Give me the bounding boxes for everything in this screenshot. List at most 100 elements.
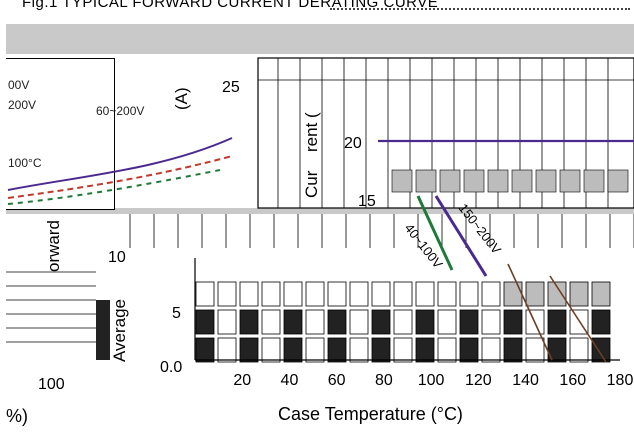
left-fragment-60-200v: 60~200V bbox=[96, 104, 145, 118]
grid-cell bbox=[261, 281, 281, 307]
grid-cell bbox=[459, 337, 479, 363]
grid-cell bbox=[195, 309, 215, 335]
grid-cell bbox=[591, 281, 611, 307]
grid-cell bbox=[327, 337, 347, 363]
grid-cell bbox=[327, 281, 347, 307]
upper-gray-cell bbox=[487, 169, 509, 193]
upper-gray-cell bbox=[415, 169, 437, 193]
upper-gray-cell bbox=[439, 169, 461, 193]
upper-gray-cell bbox=[535, 169, 557, 193]
grid-cell bbox=[525, 281, 545, 307]
grid-cell bbox=[195, 281, 215, 307]
mid-grid-backdrop bbox=[128, 214, 634, 248]
grid-cell bbox=[569, 337, 589, 363]
grid-cell bbox=[239, 337, 259, 363]
grid-cell bbox=[217, 337, 237, 363]
x-tick-label: 40 bbox=[280, 372, 299, 389]
y-axis-label-current: Cur bbox=[302, 170, 321, 198]
grid-cell bbox=[217, 309, 237, 335]
left-fragment-00v: 00V bbox=[8, 78, 30, 92]
left-fragment-100: 100 bbox=[38, 376, 65, 393]
grid-cell bbox=[393, 337, 413, 363]
y-tick-label: 15 bbox=[358, 193, 376, 210]
grid-cell bbox=[349, 309, 369, 335]
lower-gray-band bbox=[6, 208, 634, 214]
y-tick-label: 20 bbox=[344, 135, 362, 152]
grid-cell bbox=[503, 337, 523, 363]
upper-gray-band bbox=[6, 24, 634, 54]
grid-cell bbox=[239, 281, 259, 307]
y-tick-label: 25 bbox=[222, 79, 240, 96]
grid-cell bbox=[481, 281, 501, 307]
series-line bbox=[416, 195, 454, 271]
grid-cell bbox=[283, 281, 303, 307]
grid-cell bbox=[437, 309, 457, 335]
upper-gray-cell bbox=[583, 169, 605, 193]
grid-cell bbox=[217, 281, 237, 307]
grid-cell bbox=[481, 337, 501, 363]
x-tick-label: 140 bbox=[512, 372, 539, 389]
series-line bbox=[507, 263, 553, 361]
grid-cell bbox=[393, 281, 413, 307]
grid-cell bbox=[415, 281, 435, 307]
grid-cell bbox=[327, 309, 347, 335]
grid-cell bbox=[349, 337, 369, 363]
grid-cell bbox=[261, 337, 281, 363]
grid-cell bbox=[305, 309, 325, 335]
grid-cell bbox=[437, 337, 457, 363]
grid-cell bbox=[481, 309, 501, 335]
x-tick-label: 60 bbox=[327, 372, 346, 389]
grid-cell bbox=[525, 337, 545, 363]
grid-cell bbox=[503, 281, 523, 307]
grid-cell bbox=[459, 309, 479, 335]
upper-gray-cell bbox=[511, 169, 533, 193]
series-line bbox=[549, 275, 607, 363]
left-fragment-percent: %) bbox=[6, 406, 28, 426]
x-tick-label: 180 bbox=[606, 372, 634, 389]
series-line bbox=[434, 195, 488, 277]
y-tick-label: 0.0 bbox=[160, 359, 182, 376]
grid-cell bbox=[305, 281, 325, 307]
upper-gray-cell bbox=[607, 169, 629, 193]
left-fragment-200v: 200V bbox=[8, 98, 37, 112]
upper-gray-cell bbox=[391, 169, 413, 193]
grid-cell bbox=[371, 309, 391, 335]
grid-cell bbox=[261, 309, 281, 335]
title-underline-dots bbox=[330, 8, 630, 14]
left-dark-block bbox=[96, 300, 110, 360]
grid-cell bbox=[547, 309, 567, 335]
grid-cell bbox=[393, 309, 413, 335]
grid-cell bbox=[283, 337, 303, 363]
grid-cell bbox=[437, 281, 457, 307]
grid-cell bbox=[547, 281, 567, 307]
grid-cell bbox=[503, 309, 523, 335]
grid-cell bbox=[195, 337, 215, 363]
grid-cell bbox=[371, 281, 391, 307]
grid-cell bbox=[371, 337, 391, 363]
grid-cell bbox=[591, 309, 611, 335]
left-fragment-100c: 100°C bbox=[8, 156, 42, 170]
x-axis-label: Case Temperature (°C) bbox=[278, 404, 463, 424]
grid-cell bbox=[283, 309, 303, 335]
y-axis-label-rent: rent ( bbox=[302, 112, 321, 152]
grid-cell bbox=[591, 337, 611, 363]
left-curve-green bbox=[7, 169, 221, 205]
upper-gray-cell bbox=[559, 169, 581, 193]
grid-cell bbox=[239, 309, 259, 335]
y-tick-label: 5 bbox=[172, 305, 181, 322]
x-tick-label: 120 bbox=[464, 372, 492, 389]
x-tick-label: 100 bbox=[417, 372, 445, 389]
grid-cell bbox=[415, 337, 435, 363]
upper-gray-cell bbox=[463, 169, 485, 193]
grid-cell bbox=[349, 281, 369, 307]
x-tick-label: 160 bbox=[559, 372, 587, 389]
grid-cell bbox=[459, 281, 479, 307]
grid-cell bbox=[415, 309, 435, 335]
left-curve-red bbox=[7, 155, 233, 199]
x-tick-label: 80 bbox=[374, 372, 393, 389]
grid-cell bbox=[569, 281, 589, 307]
figure-title: Fig.1 TYPICAL FORWARD CURRENT DERATING C… bbox=[22, 0, 439, 11]
x-tick-label: 20 bbox=[233, 372, 252, 389]
y-axis-label-average: Average bbox=[110, 298, 129, 362]
